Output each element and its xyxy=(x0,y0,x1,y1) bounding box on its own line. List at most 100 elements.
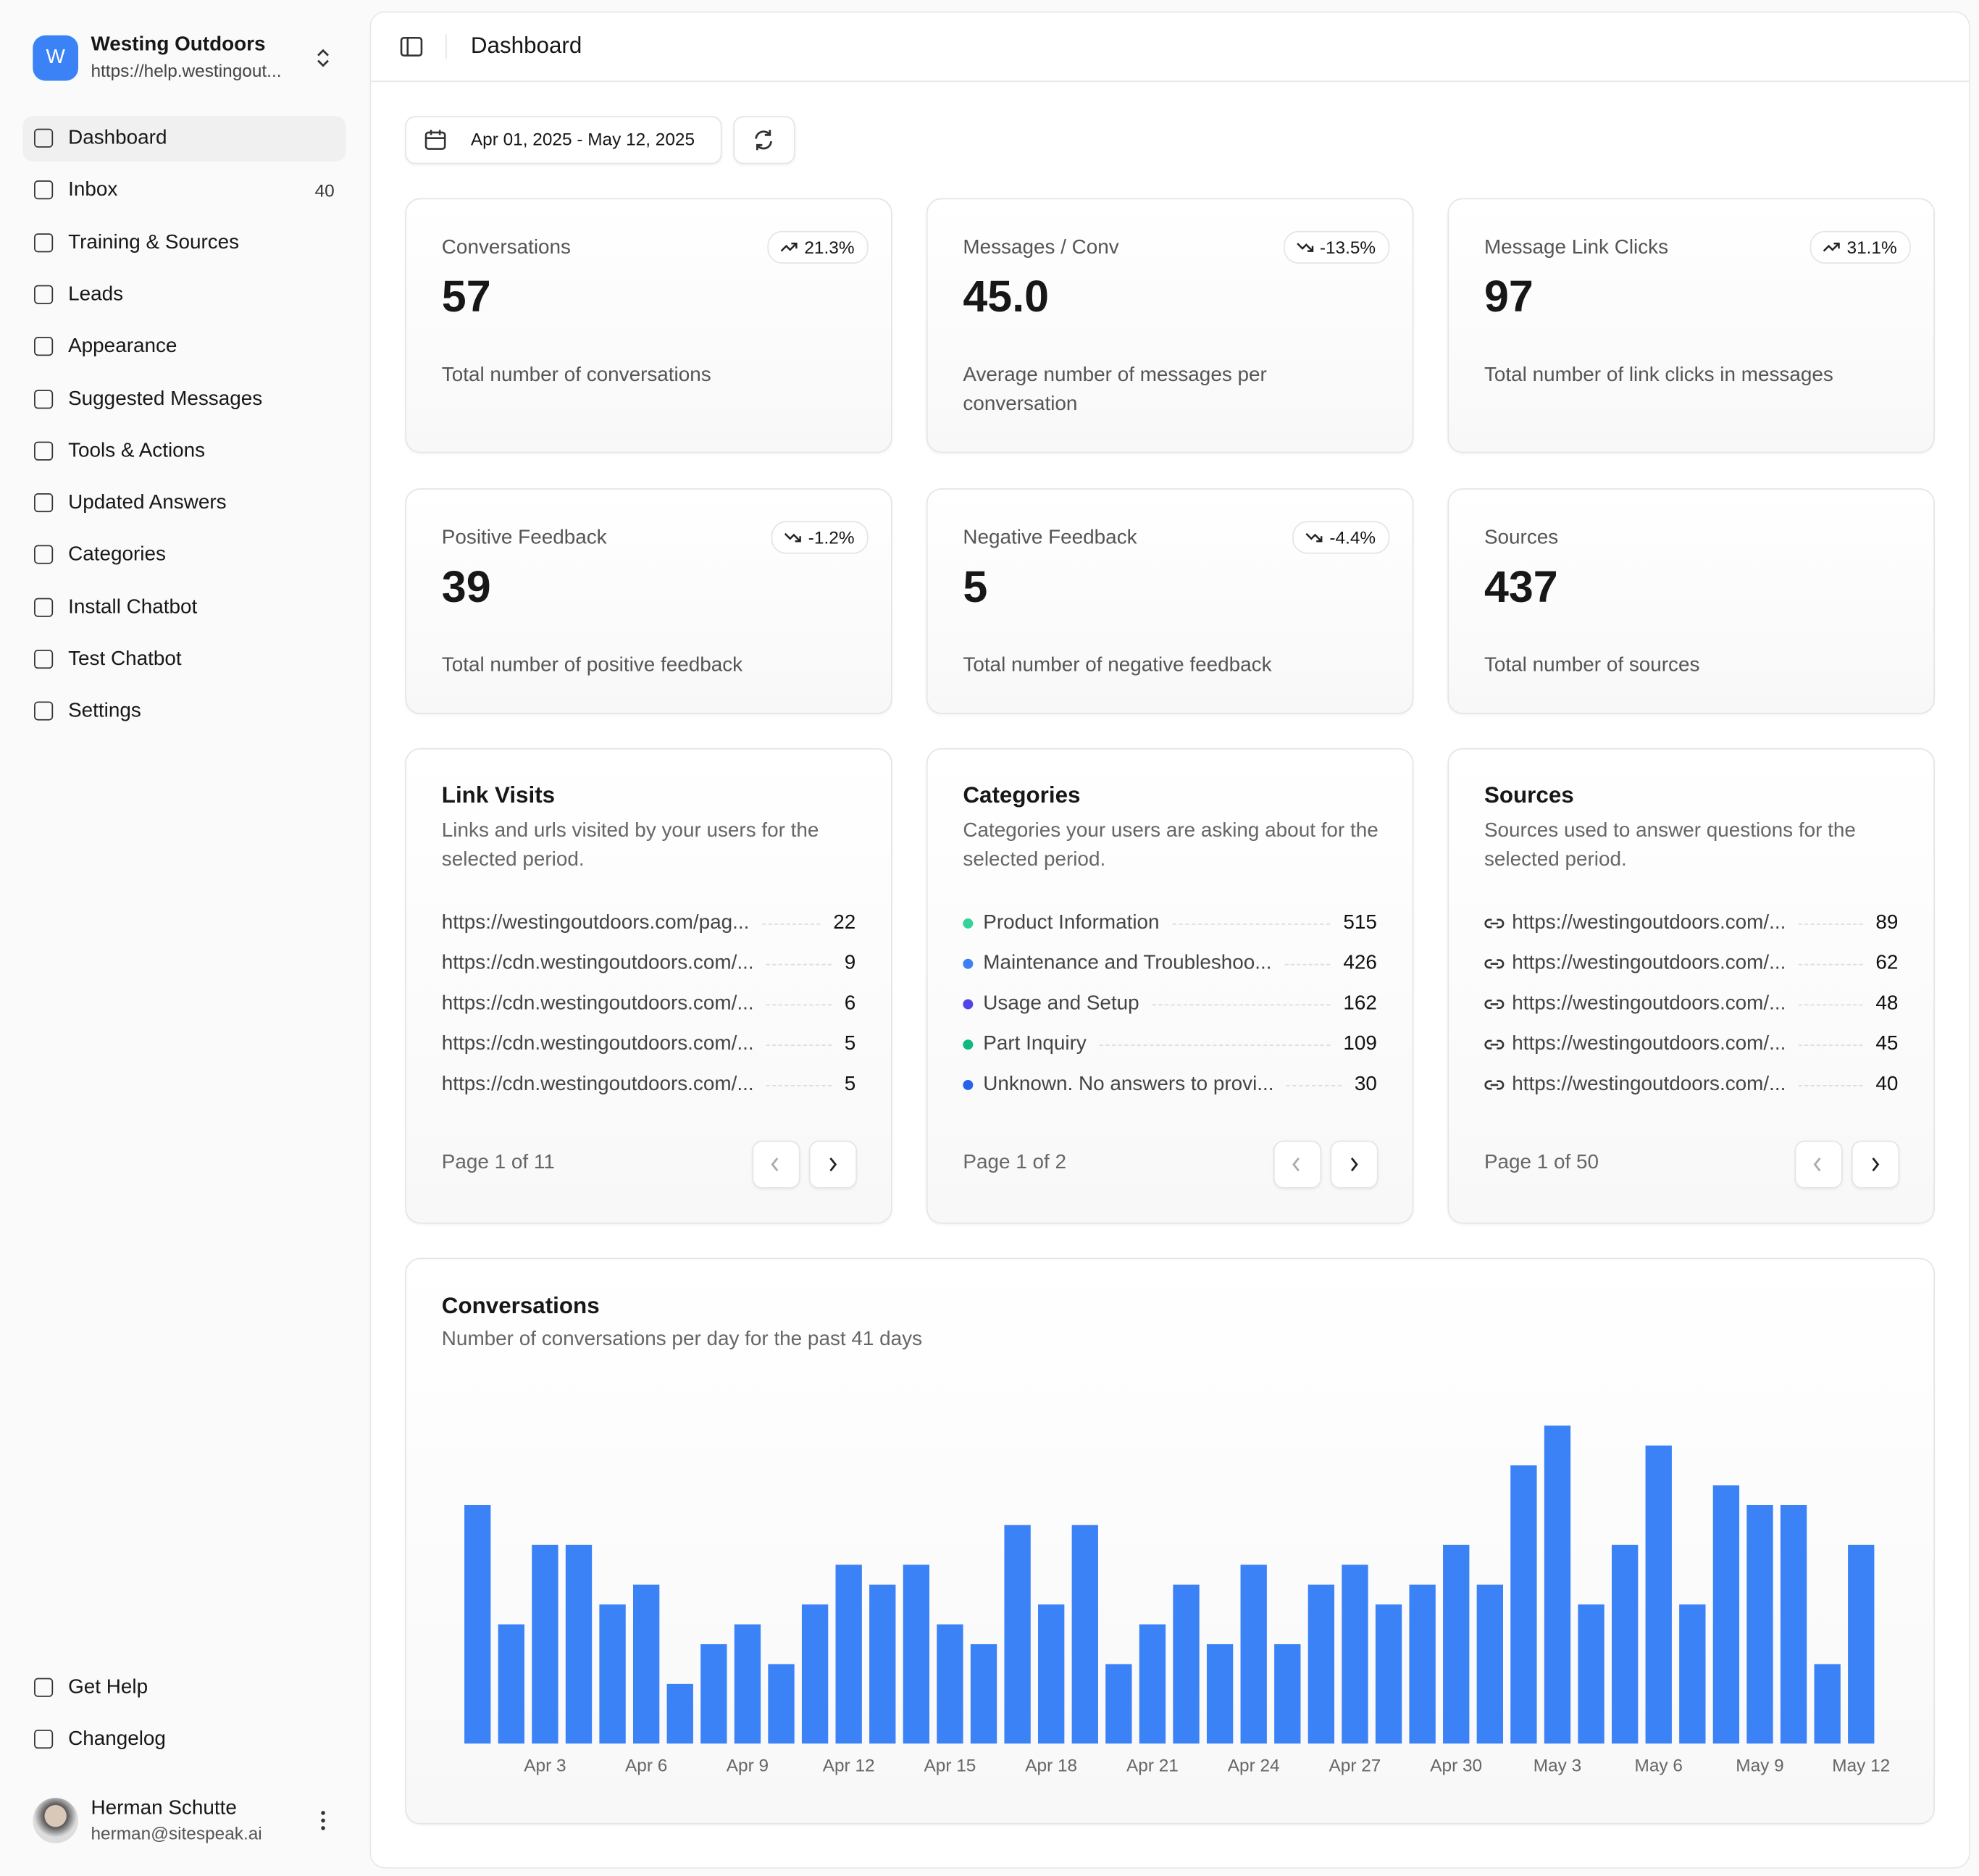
nav-label: Tools & Actions xyxy=(68,440,206,462)
nav-item[interactable]: Updated Answers xyxy=(22,481,346,527)
stat-label: Sources xyxy=(1484,527,1559,549)
nav-icon xyxy=(34,337,54,356)
list-row[interactable]: https://westingoutdoors.com/... 89 xyxy=(1484,908,1898,939)
header-border xyxy=(371,80,1969,83)
nav-item[interactable]: Install Chatbot xyxy=(22,585,346,631)
list-row[interactable]: Usage and Setup 162 xyxy=(963,989,1377,1020)
stat-value: 57 xyxy=(441,272,491,322)
sidebar: W Westing Outdoors https://help.westingo… xyxy=(0,0,369,1876)
org-switcher[interactable] xyxy=(314,46,332,69)
nav-item[interactable]: Suggested Messages xyxy=(22,377,346,422)
x-tick-label: Apr 3 xyxy=(524,1756,566,1775)
leader xyxy=(1798,963,1863,965)
link-icon xyxy=(1484,959,1505,969)
list-row[interactable]: Part Inquiry 109 xyxy=(963,1029,1377,1060)
nav-item[interactable]: Appearance xyxy=(22,324,346,370)
trend-icon xyxy=(785,532,802,543)
bar xyxy=(666,1683,693,1744)
list-row[interactable]: https://cdn.westingoutdoors.com/... 5 xyxy=(442,1070,855,1100)
list-count: 30 xyxy=(1354,1073,1377,1095)
nav-item[interactable]: Training & Sources xyxy=(22,220,346,266)
stat-description: Total number of link clicks in messages xyxy=(1484,364,1833,386)
list-row[interactable]: https://cdn.westingoutdoors.com/... 6 xyxy=(442,989,855,1020)
list-row[interactable]: Product Information 515 xyxy=(963,908,1377,939)
list-row[interactable]: https://westingoutdoors.com/... 40 xyxy=(1484,1070,1898,1100)
x-tick-label: Apr 27 xyxy=(1329,1756,1381,1775)
nav-label: Dashboard xyxy=(68,127,167,149)
sidebar-toggle[interactable] xyxy=(400,36,423,57)
list-label: https://westingoutdoors.com/... xyxy=(1512,952,1786,974)
list-row[interactable]: https://cdn.westingoutdoors.com/... 5 xyxy=(442,1029,855,1060)
date-picker[interactable]: Apr 01, 2025 - May 12, 2025 xyxy=(405,116,722,164)
nav-icon xyxy=(34,598,54,617)
bar xyxy=(464,1504,491,1744)
bar xyxy=(1476,1584,1503,1744)
list-row[interactable]: Maintenance and Troubleshoo... 426 xyxy=(963,949,1377,979)
category-dot xyxy=(963,999,974,1010)
refresh-button[interactable] xyxy=(733,116,795,164)
bar xyxy=(1544,1425,1571,1744)
bar xyxy=(937,1624,963,1744)
nav-icon xyxy=(34,233,54,252)
stat-description: Total number of positive feedback xyxy=(441,654,743,677)
nav-item[interactable]: Inbox 40 xyxy=(22,168,346,214)
list-row[interactable]: https://cdn.westingoutdoors.com/... 9 xyxy=(442,949,855,979)
trend-icon xyxy=(781,242,798,252)
stat-value: 5 xyxy=(963,562,988,612)
nav-icon xyxy=(34,441,54,461)
nav-item[interactable]: Changelog xyxy=(22,1717,346,1763)
bar xyxy=(1139,1624,1166,1744)
list-row[interactable]: https://westingoutdoors.com/... 45 xyxy=(1484,1029,1898,1060)
stat-label: Messages / Conv xyxy=(963,237,1119,259)
prev-page[interactable] xyxy=(752,1140,800,1189)
prev-page[interactable] xyxy=(1273,1140,1322,1189)
user-name: Herman Schutte xyxy=(91,1798,237,1820)
list-label: https://cdn.westingoutdoors.com/... xyxy=(441,1073,754,1095)
x-tick-label: Apr 18 xyxy=(1025,1756,1077,1775)
trend-value: 31.1% xyxy=(1846,237,1897,258)
list-row[interactable]: Unknown. No answers to provi... 30 xyxy=(963,1070,1377,1100)
trend-value: 21.3% xyxy=(804,237,855,258)
list-subtitle: Links and urls visited by your users for… xyxy=(441,820,819,871)
nav-icon xyxy=(34,180,54,200)
nav-item[interactable]: Categories xyxy=(22,533,346,579)
x-tick-label: Apr 21 xyxy=(1126,1756,1179,1775)
next-page[interactable] xyxy=(808,1140,858,1189)
leader xyxy=(1099,1044,1331,1046)
next-page[interactable] xyxy=(1851,1140,1900,1189)
prev-page[interactable] xyxy=(1794,1140,1843,1189)
chevron xyxy=(771,1157,779,1172)
stat-card: Sources 437 Total number of sources xyxy=(1447,488,1935,714)
bar xyxy=(1308,1584,1335,1744)
nav-label: Test Chatbot xyxy=(68,648,182,670)
chevron xyxy=(1350,1157,1358,1172)
nav-label: Appearance xyxy=(68,335,177,358)
nav-item[interactable]: Settings xyxy=(22,690,346,735)
nav-item[interactable]: Leads xyxy=(22,272,346,318)
next-page[interactable] xyxy=(1330,1140,1378,1189)
org-url: https://help.westingout... xyxy=(91,60,282,81)
nav-icon xyxy=(34,701,54,721)
list-count: 162 xyxy=(1343,992,1377,1015)
date-range: Apr 01, 2025 - May 12, 2025 xyxy=(470,128,695,149)
list-row[interactable]: https://westingoutdoors.com/... 48 xyxy=(1484,989,1898,1020)
list-label: Usage and Setup xyxy=(983,992,1139,1015)
nav-item[interactable]: Get Help xyxy=(22,1665,346,1711)
stat-label: Negative Feedback xyxy=(963,527,1137,549)
list-row[interactable]: https://westingoutdoors.com/... 62 xyxy=(1484,949,1898,979)
list-row[interactable]: https://westingoutdoors.com/pag... 22 xyxy=(442,908,855,939)
trend-icon xyxy=(1306,532,1323,543)
nav-item[interactable]: Test Chatbot xyxy=(22,637,346,683)
link-icon xyxy=(1484,1080,1505,1090)
user-menu[interactable] xyxy=(316,1808,331,1833)
category-dot xyxy=(963,1079,974,1090)
nav-item[interactable]: Dashboard xyxy=(22,116,346,162)
calendar-icon xyxy=(424,130,446,150)
nav-item[interactable]: Tools & Actions xyxy=(22,429,346,474)
list-count: 426 xyxy=(1343,952,1377,974)
list-label: Product Information xyxy=(983,912,1160,934)
list-label: https://westingoutdoors.com/... xyxy=(1512,1073,1786,1095)
bar xyxy=(970,1644,997,1744)
